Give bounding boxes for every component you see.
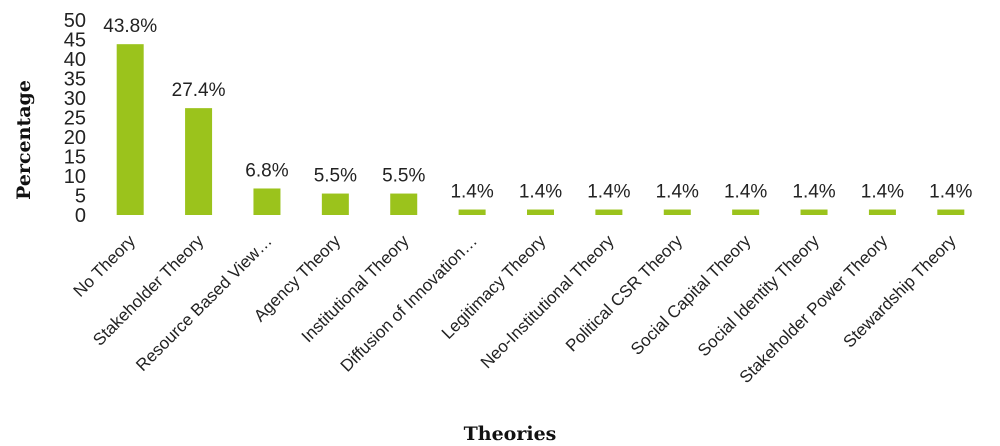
data-label: 6.8% [245,160,288,181]
data-label: 1.4% [519,182,562,203]
data-label: 5.5% [382,166,425,187]
category-label: Social Identity Theory [694,231,823,360]
bars [116,44,965,216]
data-label: 27.4% [172,80,226,101]
bar [321,193,349,215]
bar [800,209,828,215]
bar [527,209,554,215]
data-label: 1.4% [724,182,767,203]
data-label: 1.4% [861,182,904,203]
bar [937,209,965,215]
category-label: Social Capital Theory [627,231,755,359]
data-label: 5.5% [314,166,357,187]
y-tick-label: 50 [64,10,86,32]
data-label: 1.4% [656,182,699,203]
data-label: 1.4% [587,182,630,203]
y-tick-label: 10 [64,166,86,188]
y-tick-label: 5 [75,186,86,208]
bar [185,108,213,215]
x-axis-title: Theories [464,423,557,445]
data-label: 1.4% [929,182,972,203]
y-tick-label: 0 [75,205,86,227]
y-tick-label: 40 [64,49,86,71]
y-tick-label: 35 [64,69,86,91]
category-label: Resource Based View… [132,231,276,375]
bar [732,209,760,215]
bar [390,193,418,215]
category-label: Stewardship Theory [840,231,960,351]
data-label: 43.8% [103,16,157,37]
y-tick-label: 25 [64,108,86,130]
data-label: 1.4% [450,182,493,203]
bar [458,209,486,215]
y-tick-label: 15 [64,147,86,169]
bar [663,209,691,215]
data-labels: 43.8% 27.4% 6.8% 5.5% 5.5% 1.4% 1.4% 1.4% 1.4% 1.… [103,16,972,202]
y-tick-label: 30 [64,88,86,110]
bar [253,188,281,215]
category-label: Diffusion of Innovation… [337,231,481,375]
data-label: 1.4% [792,182,835,203]
bar [868,209,896,215]
bar [595,209,623,215]
y-tick-label: 45 [64,30,86,52]
category-label: Neo-Institutional Theory [477,231,618,372]
y-tick-label: 20 [64,127,86,149]
category-label: No Theory [70,231,140,301]
y-axis-title: Percentage [13,80,35,200]
bar [116,44,144,216]
category-label: Political CSR Theory [562,231,686,355]
